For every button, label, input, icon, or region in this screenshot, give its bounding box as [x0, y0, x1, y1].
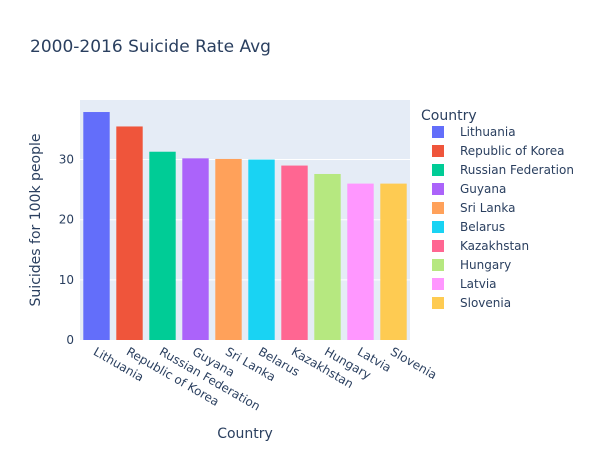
legend-swatch: [432, 259, 444, 271]
legend-label: Sri Lanka: [460, 201, 515, 215]
y-axis-ticks: 0 10 20 30: [59, 153, 74, 347]
legend-swatch: [432, 183, 444, 195]
legend: Country Lithuania Republic of Korea Russia…: [421, 108, 574, 310]
legend-swatch: [432, 278, 444, 290]
legend-swatch: [432, 126, 444, 138]
legend-items: Lithuania Republic of Korea Russian Federa…: [432, 125, 574, 310]
legend-label: Republic of Korea: [460, 144, 565, 158]
legend-label: Russian Federation: [460, 163, 574, 177]
legend-swatch: [432, 164, 444, 176]
legend-swatch: [432, 221, 444, 233]
y-axis-title: Suicides for 100k people: [28, 134, 44, 307]
legend-title: Country: [421, 108, 477, 124]
legend-item[interactable]: Guyana: [432, 182, 506, 196]
bar-kazakhstan: [281, 165, 308, 340]
y-tick-label: 0: [66, 333, 74, 347]
chart-title: 2000-2016 Suicide Rate Avg: [30, 37, 271, 57]
bar-russian-federation: [149, 151, 176, 340]
legend-label: Slovenia: [460, 296, 511, 310]
legend-item[interactable]: Lithuania: [432, 125, 516, 139]
y-tick-label: 10: [59, 273, 74, 287]
bar-slovenia: [380, 183, 407, 340]
legend-swatch: [432, 202, 444, 214]
legend-item[interactable]: Sri Lanka: [432, 201, 515, 215]
y-tick-label: 30: [59, 153, 74, 167]
bar-guyana: [182, 158, 209, 340]
bar-belarus: [248, 159, 275, 340]
bar-sri-lanka: [215, 158, 242, 340]
legend-label: Hungary: [460, 258, 511, 272]
bar-republic-of-korea: [116, 126, 143, 341]
x-tick-label: Slovenia: [388, 344, 439, 382]
legend-label: Guyana: [460, 182, 506, 196]
bar-latvia: [347, 183, 374, 340]
x-axis-title: Country: [217, 426, 273, 442]
legend-swatch: [432, 297, 444, 309]
legend-label: Kazakhstan: [460, 239, 529, 253]
legend-item[interactable]: Hungary: [432, 258, 511, 272]
bar-hungary: [314, 173, 341, 340]
bar-lithuania: [83, 112, 110, 340]
bars: [83, 112, 407, 341]
legend-item[interactable]: Latvia: [432, 277, 497, 291]
y-tick-label: 20: [59, 213, 74, 227]
legend-item[interactable]: Republic of Korea: [432, 144, 565, 158]
legend-label: Belarus: [460, 220, 505, 234]
legend-item[interactable]: Kazakhstan: [432, 239, 529, 253]
legend-item[interactable]: Slovenia: [432, 296, 511, 310]
legend-label: Latvia: [460, 277, 497, 291]
legend-item[interactable]: Belarus: [432, 220, 505, 234]
legend-swatch: [432, 145, 444, 157]
legend-swatch: [432, 240, 444, 252]
legend-item[interactable]: Russian Federation: [432, 163, 574, 177]
legend-label: Lithuania: [460, 125, 516, 139]
